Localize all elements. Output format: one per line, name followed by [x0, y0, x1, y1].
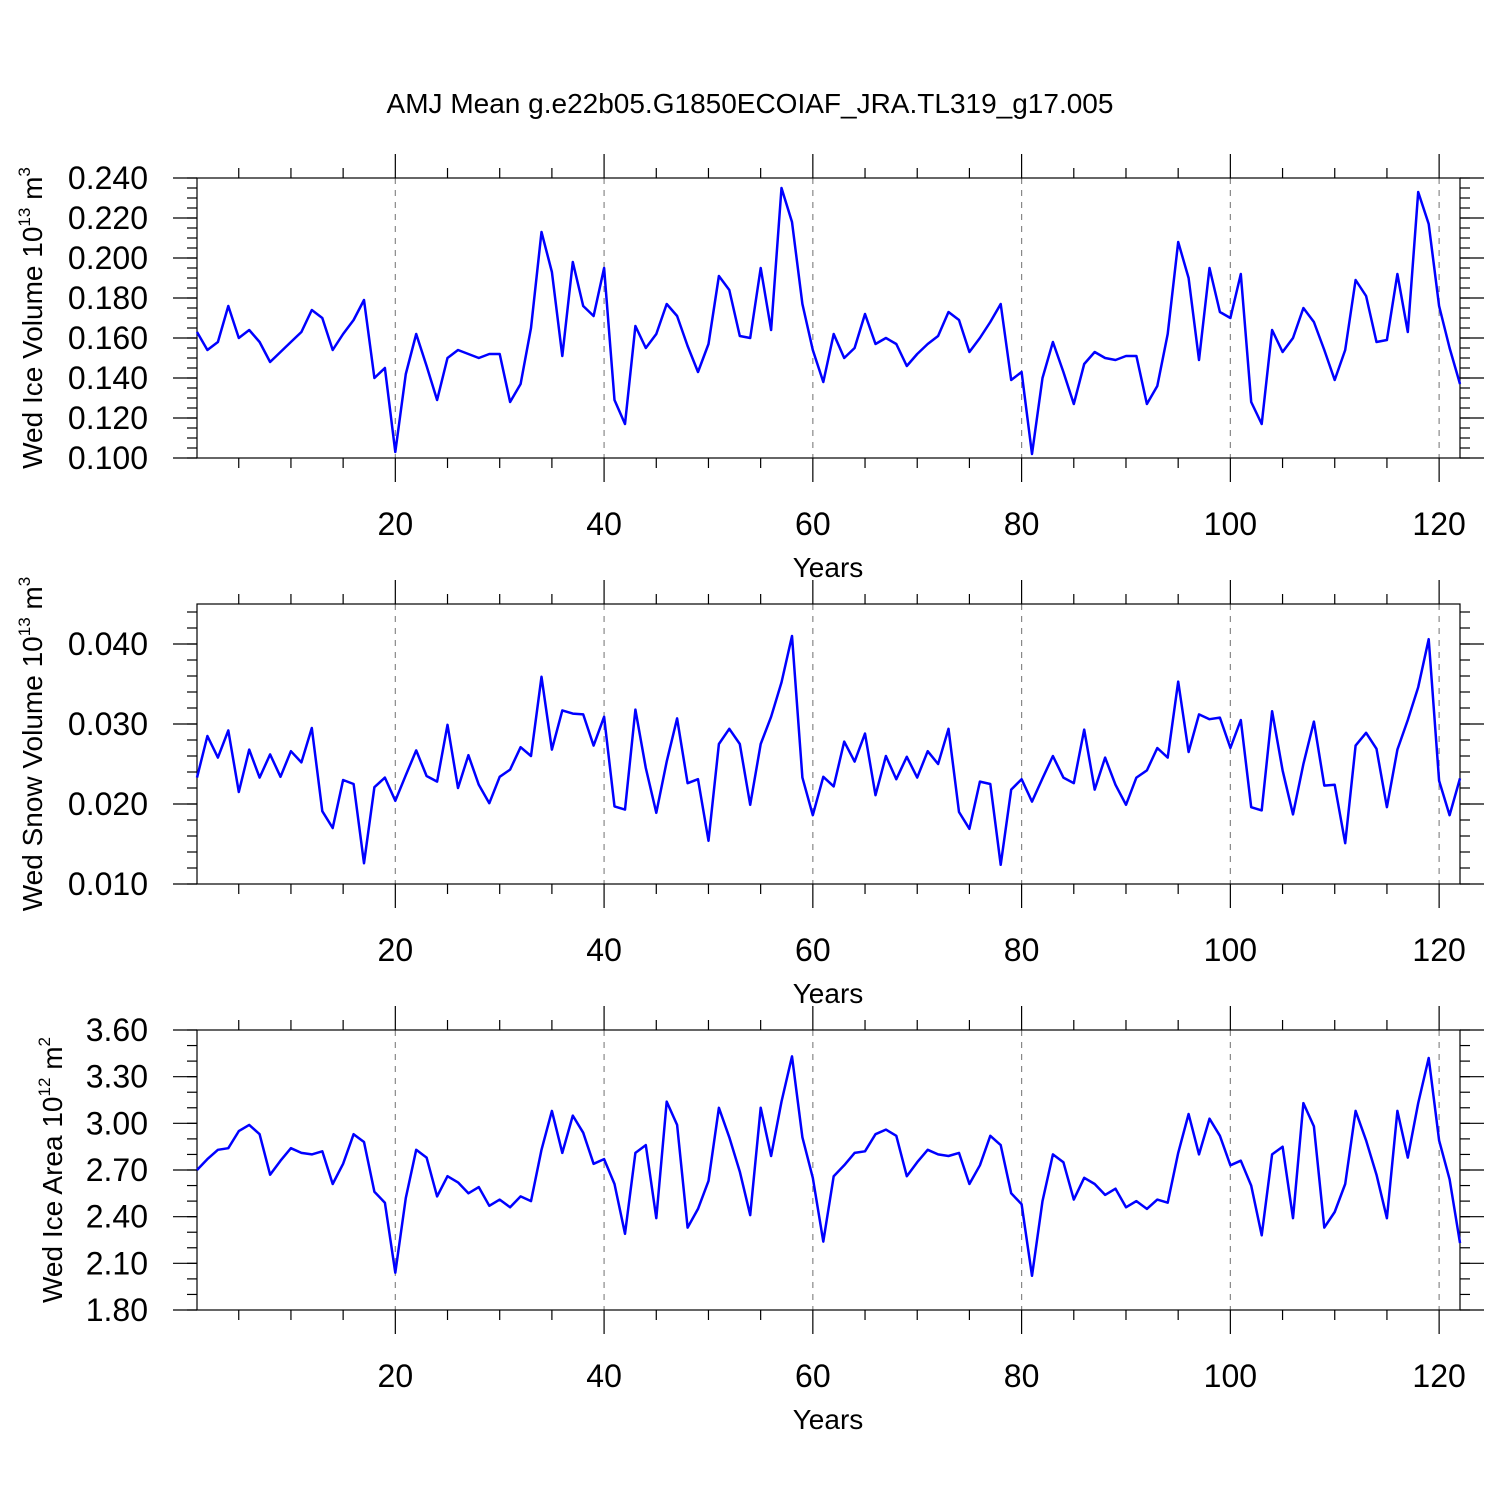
figure-title: AMJ Mean g.e22b05.G1850ECOIAF_JRA.TL319_…	[387, 88, 1114, 119]
y-tick-label: 1.80	[86, 1292, 148, 1328]
x-tick-label: 60	[795, 932, 831, 968]
y-tick-label: 0.180	[68, 280, 148, 316]
x-tick-label: 120	[1412, 506, 1465, 542]
x-tick-label: 20	[378, 506, 414, 542]
x-tick-label: 80	[1004, 932, 1040, 968]
x-axis-title: Years	[793, 1404, 864, 1435]
x-tick-label: 20	[378, 1358, 414, 1394]
y-tick-label: 3.30	[86, 1059, 148, 1095]
y-tick-label: 0.120	[68, 400, 148, 436]
y-tick-label: 2.10	[86, 1245, 148, 1281]
plot-frame	[196, 177, 1461, 459]
panel-2: 20 40 60 80 100 120 0.010 0.020 0.030 0.040 Years W…	[15, 577, 1484, 1009]
y-tick-label: 0.240	[68, 160, 148, 196]
x-tick-label: 100	[1204, 506, 1257, 542]
x-tick-label: 120	[1412, 932, 1465, 968]
y-tick-label: 0.140	[68, 360, 148, 396]
panels: 20 40 60 80 100 120 0.100 0.120 0.140 0.160 0.180 0…	[15, 154, 1484, 1435]
y-tick-label: 3.00	[86, 1105, 148, 1141]
x-tick-label: 100	[1204, 1358, 1257, 1394]
y-axis-title: Wed Ice Area 1012 m2	[35, 1037, 68, 1303]
x-tick-label: 20	[378, 932, 414, 968]
x-tick-label: 40	[586, 932, 622, 968]
y-axis-title: Wed Snow Volume 1013 m3	[15, 577, 48, 911]
y-tick-label: 0.220	[68, 200, 148, 236]
y-tick-label: 0.040	[68, 626, 148, 662]
y-axis-title-unit: m	[37, 1046, 68, 1077]
x-tick-label: 100	[1204, 932, 1257, 968]
y-tick-label: 0.100	[68, 440, 148, 476]
y-axis-title-unit-exponent: 3	[15, 577, 34, 586]
x-tick-label: 80	[1004, 1358, 1040, 1394]
plot-frame	[196, 603, 1461, 885]
y-axis-title-exponent: 13	[15, 208, 34, 227]
y-axis-title-unit: m	[17, 177, 48, 208]
y-tick-label: 0.030	[68, 706, 148, 742]
y-tick-label: 0.010	[68, 866, 148, 902]
panel-1: 20 40 60 80 100 120 0.100 0.120 0.140 0.160 0.180 0…	[15, 154, 1484, 583]
panel-3: 20 40 60 80 100 120 1.80 2.10 2.40 2.70 3.00 3.30 3.…	[35, 1006, 1484, 1435]
x-tick-label: 60	[795, 506, 831, 542]
x-tick-label: 40	[586, 506, 622, 542]
y-axis-title-unit: m	[17, 586, 48, 617]
y-tick-label: 0.200	[68, 240, 148, 276]
x-axis-title: Years	[793, 978, 864, 1009]
y-tick-label: 2.70	[86, 1152, 148, 1188]
y-tick-label: 0.160	[68, 320, 148, 356]
x-tick-label: 40	[586, 1358, 622, 1394]
y-axis-title-exponent: 13	[15, 617, 34, 636]
x-tick-label: 120	[1412, 1358, 1465, 1394]
y-tick-label: 3.60	[86, 1012, 148, 1048]
y-axis-title: Wed Ice Volume 1013 m3	[15, 167, 48, 469]
y-axis-title-exponent: 12	[35, 1078, 54, 1097]
x-tick-label: 60	[795, 1358, 831, 1394]
series-line	[196, 1055, 1462, 1278]
x-tick-label: 80	[1004, 506, 1040, 542]
y-axis-title-main: Wed Snow Volume 10	[17, 636, 48, 911]
y-axis-title-unit-exponent: 3	[15, 167, 34, 176]
series-line	[195, 186, 1462, 456]
y-tick-label: 2.40	[86, 1199, 148, 1235]
y-axis-title-unit-exponent: 2	[35, 1037, 54, 1046]
y-tick-label: 0.020	[68, 786, 148, 822]
series-line	[195, 634, 1462, 867]
x-axis-title: Years	[793, 552, 864, 583]
y-axis-title-main: Wed Ice Volume 10	[17, 227, 48, 469]
y-axis-title-main: Wed Ice Area 10	[37, 1097, 68, 1304]
